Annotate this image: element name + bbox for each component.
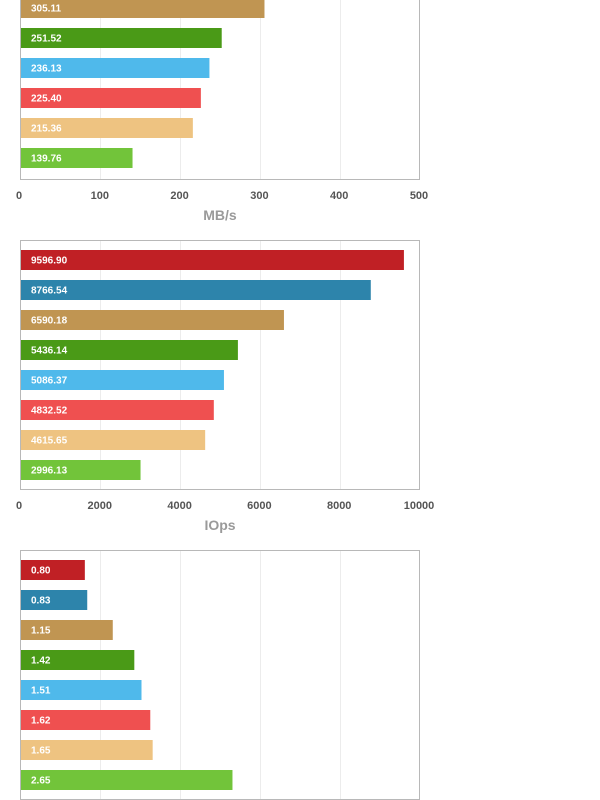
bar-value-label: 4615.65	[31, 436, 68, 447]
bar	[21, 250, 404, 270]
chart-1: 305.11 251.52 236.13 225.40 215.36 139.76 0 100…	[16, 0, 428, 223]
bar	[21, 370, 224, 390]
x-tick-label: 6000	[247, 500, 271, 512]
bar-value-label: 215.36	[31, 124, 62, 135]
bar	[21, 620, 113, 640]
plot-frame	[20, 550, 420, 800]
bar	[21, 58, 210, 78]
bar-value-label: 1.62	[31, 716, 51, 727]
x-axis-title: IOps	[204, 517, 235, 533]
bar-value-label: 8766.54	[31, 286, 68, 297]
x-tick-label: 200	[170, 190, 188, 202]
bar	[21, 118, 193, 138]
chart-2: 9596.90 8766.54 6590.18 5436.14 5086.37 4832.…	[16, 240, 435, 533]
bar	[21, 590, 88, 610]
bar-value-label: 1.65	[31, 746, 51, 757]
chart-3: 0.80 0.83 1.15 1.42 1.51 1.62 1.65 2.65	[20, 550, 420, 800]
plot-frame	[20, 240, 420, 490]
x-tick-label: 300	[250, 190, 268, 202]
bar-value-label: 1.15	[31, 626, 51, 637]
bar-value-label: 139.76	[31, 154, 62, 165]
x-axis-title: MB/s	[203, 207, 237, 223]
bar-value-label: 2.65	[31, 776, 51, 787]
bar	[21, 460, 141, 480]
bar	[21, 88, 201, 108]
bar-value-label: 5086.37	[31, 376, 68, 387]
bar-value-label: 1.51	[31, 686, 51, 697]
bar	[21, 340, 238, 360]
bar	[21, 740, 153, 760]
x-tick-label: 400	[330, 190, 348, 202]
bar-value-label: 2996.13	[31, 466, 68, 477]
bar-value-label: 236.13	[31, 64, 62, 75]
bar-value-label: 1.42	[31, 656, 51, 667]
bar-value-label: 4832.52	[31, 406, 68, 417]
bar-value-label: 9596.90	[31, 256, 68, 267]
bar-value-label: 6590.18	[31, 316, 68, 327]
x-tick-label: 4000	[167, 500, 191, 512]
bar	[21, 680, 142, 700]
x-tick-label: 100	[91, 190, 109, 202]
x-tick-label: 2000	[88, 500, 112, 512]
bar	[21, 650, 135, 670]
x-tick-label: 10000	[404, 500, 435, 512]
bar-value-label: 225.40	[31, 94, 62, 105]
bar-value-label: 251.52	[31, 34, 62, 45]
bar	[21, 28, 222, 48]
bar	[21, 310, 284, 330]
bar	[21, 770, 233, 790]
x-tick-label: 0	[16, 500, 22, 512]
bar	[21, 560, 85, 580]
bar-value-label: 305.11	[31, 4, 61, 15]
x-tick-label: 500	[410, 190, 428, 202]
x-tick-label: 8000	[327, 500, 351, 512]
bar	[21, 148, 133, 168]
bar	[21, 280, 371, 300]
bar	[21, 0, 265, 18]
bar	[21, 400, 214, 420]
x-tick-label: 0	[16, 190, 22, 202]
bar-value-label: 0.83	[31, 596, 51, 607]
bar	[21, 430, 206, 450]
bar	[21, 710, 151, 730]
bar-value-label: 0.80	[31, 566, 51, 577]
bar-value-label: 5436.14	[31, 346, 68, 357]
